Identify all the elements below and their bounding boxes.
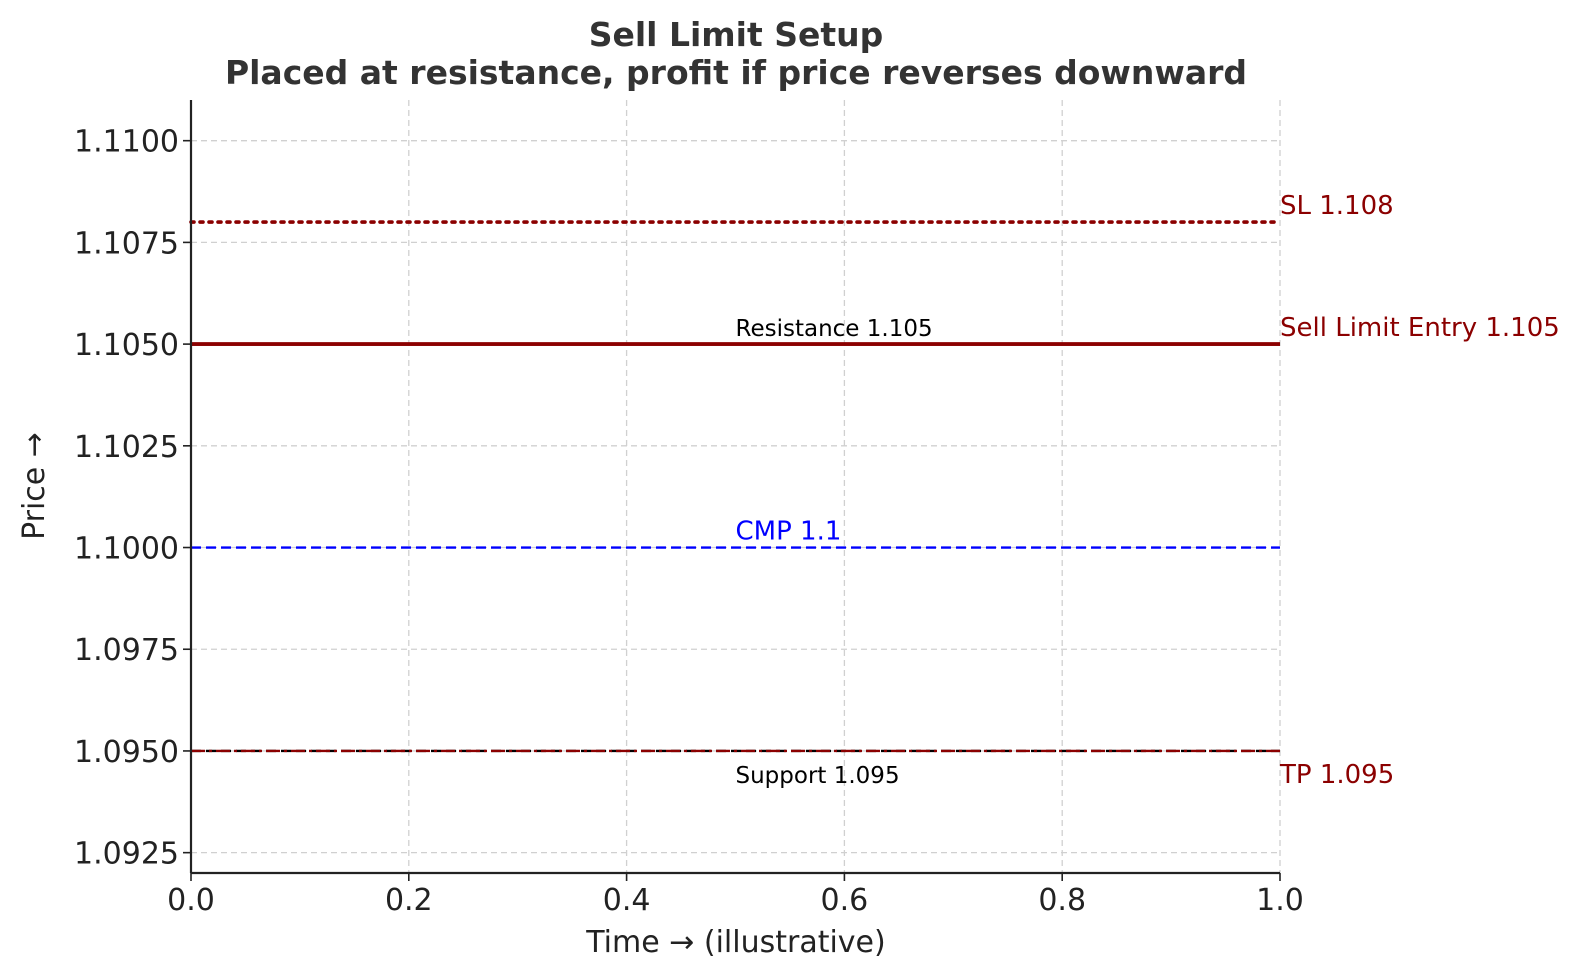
entry-label: Sell Limit Entry 1.105: [1280, 313, 1560, 343]
x-tick-label: 0.6: [821, 883, 869, 918]
y-ticks: 1.0925 1.0950 1.0975 1.1000 1.1025 1.1050 1.10…: [74, 125, 191, 872]
level-annotations: CMP 1.1 Resistance 1.105 Support 1.095 SL 1…: [736, 191, 1560, 790]
resistance-label: Resistance 1.105: [736, 316, 933, 342]
chart-title: Sell Limit Setup: [589, 15, 884, 54]
y-tick-label: 1.1000: [74, 532, 179, 567]
cmp-label: CMP 1.1: [736, 517, 842, 547]
y-tick-label: 1.0950: [74, 735, 179, 770]
y-tick-label: 1.1050: [74, 328, 179, 363]
support-label: Support 1.095: [736, 763, 900, 789]
x-tick-label: 0.4: [603, 883, 651, 918]
tp-label: TP 1.095: [1279, 760, 1394, 790]
y-tick-label: 1.1075: [74, 226, 179, 261]
y-tick-label: 1.0975: [74, 633, 179, 668]
chart-subtitle: Placed at resistance, profit if price re…: [225, 53, 1247, 92]
x-tick-label: 0.2: [385, 883, 433, 918]
y-tick-label: 1.0925: [74, 837, 179, 872]
y-tick-label: 1.1025: [74, 430, 179, 465]
x-tick-label: 1.0: [1256, 883, 1304, 918]
y-tick-label: 1.1100: [74, 125, 179, 160]
price-levels: [189, 220, 1282, 753]
x-axis-label: Time → (illustrative): [585, 925, 885, 960]
y-axis-label: Price →: [17, 432, 52, 540]
sl-label: SL 1.108: [1280, 191, 1394, 221]
x-tick-label: 0.8: [1038, 883, 1086, 918]
axes: [189, 100, 1280, 875]
x-ticks: 0.0 0.2 0.4 0.6 0.8 1.0: [167, 873, 1304, 918]
grid-lines: [190, 100, 1281, 873]
x-tick-label: 0.0: [167, 883, 215, 918]
